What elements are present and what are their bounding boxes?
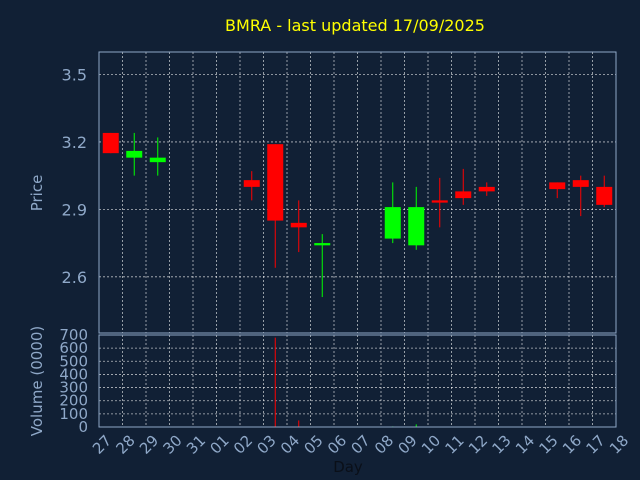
- price-tick-label: 3.2: [62, 133, 87, 152]
- price-tick-label: 3.5: [62, 65, 87, 84]
- price-axis-label: Price: [28, 175, 46, 212]
- candle-body: [549, 182, 566, 190]
- candle-body: [126, 150, 143, 158]
- volume-tick-label: 400: [59, 365, 88, 383]
- volume-tick-label: 300: [59, 379, 88, 397]
- price-panel-frame: [98, 51, 617, 334]
- candle-series: [102, 132, 613, 298]
- candle-body: [290, 222, 307, 228]
- x-tick-labels: 2728293031010203040506070809101112131415…: [89, 431, 632, 457]
- volume-tick-label: 100: [59, 405, 88, 423]
- candle-body: [572, 180, 589, 187]
- candle-body: [384, 207, 401, 239]
- candle-body: [596, 186, 613, 205]
- candle-body: [149, 157, 166, 163]
- candle-body: [455, 191, 472, 199]
- volume-tick-label: 0: [78, 418, 88, 436]
- candle-body: [431, 200, 448, 203]
- price-grid: [98, 52, 617, 333]
- volume-tick-label: 700: [59, 326, 88, 344]
- candle-body: [243, 180, 260, 187]
- candle-body: [314, 243, 331, 246]
- price-tick-label: 2.6: [62, 268, 87, 287]
- price-tick-labels: 2.6 2.9 3.2 3.5: [62, 65, 87, 286]
- volume-axis-label: Volume (0000): [28, 326, 46, 436]
- volume-tick-label: 600: [59, 339, 88, 357]
- candle-body: [478, 186, 495, 192]
- volume-tick-label: 500: [59, 352, 88, 370]
- volume-tick-label: 200: [59, 392, 88, 410]
- candle-body: [267, 144, 284, 221]
- chart-title: BMRA - last updated 17/09/2025: [225, 16, 485, 35]
- price-tick-label: 2.9: [62, 200, 87, 219]
- volume-panel-frame: [98, 334, 617, 428]
- candle-body: [102, 132, 119, 154]
- x-axis-label: Day: [333, 458, 363, 476]
- candle-body: [408, 207, 425, 246]
